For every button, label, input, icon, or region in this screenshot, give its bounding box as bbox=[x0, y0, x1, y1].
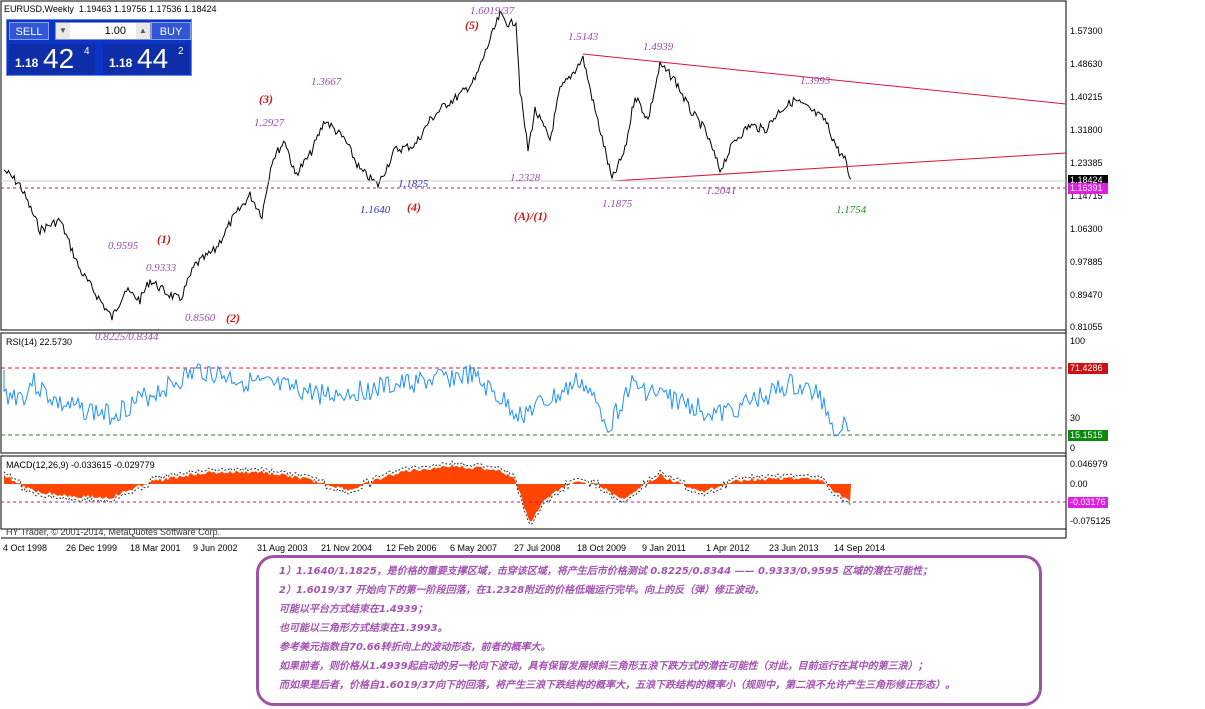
wave-label: (4) bbox=[407, 200, 421, 214]
price-tick: 1.06300 bbox=[1070, 224, 1103, 234]
price-label: 0.8225/0.8344 bbox=[95, 331, 159, 343]
time-tick: 6 May 2007 bbox=[450, 543, 498, 553]
time-tick: 31 Aug 2003 bbox=[257, 543, 308, 553]
time-tick: 14 Sep 2014 bbox=[834, 543, 886, 553]
rsi-title: RSI(14) 22.5730 bbox=[6, 337, 73, 347]
price-label: 0.9333 bbox=[146, 262, 177, 274]
macd-tag: -0.03176 bbox=[1068, 497, 1108, 508]
quantity-input[interactable]: ▼ 1.00 ▲ bbox=[55, 22, 151, 40]
price-label: 1.3993 bbox=[800, 75, 831, 87]
price-label: 1.5143 bbox=[568, 31, 599, 43]
chart-title: EURUSD,Weekly 1.19463 1.19756 1.17536 1.… bbox=[4, 4, 217, 14]
quantity-value: 1.00 bbox=[104, 25, 126, 37]
chart-window[interactable]: EURUSD,Weekly 1.19463 1.19756 1.17536 1.… bbox=[0, 0, 1205, 555]
wave-label: (1) bbox=[157, 232, 171, 246]
buy-price-prefix: 1.18 bbox=[109, 56, 133, 70]
time-tick: 23 Jun 2013 bbox=[769, 543, 819, 553]
note-line: 2）1.6019/37 开始向下的第一阶段回落，在1.2328附近的价格低端运行… bbox=[279, 585, 765, 596]
sell-button[interactable]: SELL bbox=[9, 22, 49, 40]
price-tick: 1.31800 bbox=[1070, 125, 1103, 135]
time-tick: 18 Mar 2001 bbox=[130, 543, 181, 553]
analysis-note-box: 1）1.1640/1.1825，是价格的重要支撑区域，击穿该区域，将产生后市价格… bbox=[256, 555, 1042, 706]
current-price-tag: 1.18424 bbox=[1068, 175, 1108, 186]
increase-arrow-icon[interactable]: ▲ bbox=[136, 23, 150, 39]
price-label: 1.3667 bbox=[311, 76, 342, 88]
level-price-tag: 1.16391 bbox=[1068, 183, 1108, 194]
time-tick: 21 Nov 2004 bbox=[321, 543, 373, 553]
price-label: 1.2041 bbox=[706, 185, 737, 197]
price-label: 1.1640 bbox=[360, 204, 391, 216]
macd-title: MACD(12,26,9) -0.033615 -0.029779 bbox=[6, 460, 155, 470]
note-line: 1）1.1640/1.1825，是价格的重要支撑区域，击穿该区域，将产生后市价格… bbox=[279, 566, 933, 577]
macd-tick: 0.00 bbox=[1070, 479, 1088, 489]
macd-tick: -0.075125 bbox=[1070, 516, 1111, 526]
macd-signal-line bbox=[3, 460, 851, 525]
note-line: 参考美元指数自70.66转折向上的波动形态，前者的概率大。 bbox=[279, 642, 551, 653]
rsi-series bbox=[3, 363, 851, 437]
decrease-arrow-icon[interactable]: ▼ bbox=[56, 23, 70, 39]
chart-canvas[interactable] bbox=[0, 0, 1205, 555]
price-tick: 1.14715 bbox=[1070, 191, 1103, 201]
price-label: 1.4939 bbox=[643, 41, 674, 53]
note-line: 可能以平台方式结束在1.4939； bbox=[279, 604, 428, 615]
note-line: 如果前者，则价格从1.4939起启动的另一轮向下波动，具有保留发展倾斜三角形五浪… bbox=[279, 661, 928, 672]
price-label: 1.1825 bbox=[398, 178, 429, 190]
time-tick: 9 Jan 2011 bbox=[642, 543, 686, 553]
time-tick: 12 Feb 2006 bbox=[386, 543, 437, 553]
price-label: 1.1875 bbox=[602, 198, 633, 210]
price-tick: 1.23385 bbox=[1070, 158, 1103, 168]
rsi-tick: 100 bbox=[1070, 336, 1086, 346]
one-click-trading-panel: SELL ▼ 1.00 ▲ BUY 1.18 42 4 1.18 44 2 bbox=[6, 19, 192, 76]
note-line: 而如果是后者，价格自1.6019/37向下的回落，将产生三浪下跌结构的概率大，五… bbox=[279, 680, 956, 691]
price-label: 1.2328 bbox=[510, 172, 541, 184]
rsi-tick: 0 bbox=[1070, 443, 1076, 453]
ohlc-values: 1.19463 1.19756 1.17536 1.18424 bbox=[78, 4, 217, 14]
rsi-lower-tag: 15.1515 bbox=[1068, 430, 1108, 441]
time-tick: 4 Oct 1998 bbox=[3, 543, 48, 553]
price-series bbox=[3, 10, 852, 321]
time-tick: 18 Oct 2009 bbox=[577, 543, 627, 553]
triangle-upper-trendline bbox=[582, 53, 1067, 105]
time-tick: 9 Jun 2002 bbox=[193, 543, 238, 553]
time-tick: 26 Dec 1999 bbox=[66, 543, 118, 553]
note-line: 也可能以三角形方式结束在1.3993。 bbox=[279, 623, 448, 634]
sell-price-prefix: 1.18 bbox=[15, 56, 39, 70]
rsi-upper-tag: 71.4286 bbox=[1068, 363, 1108, 374]
time-tick: 27 Jul 2008 bbox=[514, 543, 561, 553]
wave-label: (A)/(1) bbox=[514, 209, 548, 223]
macd-tick: 0.046979 bbox=[1070, 459, 1108, 469]
sell-price-big: 42 bbox=[43, 43, 75, 74]
time-tick: 1 Apr 2012 bbox=[706, 543, 750, 553]
price-tick: 0.97885 bbox=[1070, 257, 1103, 267]
sell-price[interactable]: 1.18 42 4 bbox=[9, 44, 95, 74]
price-tick: 1.57300 bbox=[1070, 26, 1103, 36]
triangle-lower-trendline bbox=[611, 152, 1067, 182]
price-label: 1.6019/37 bbox=[470, 5, 515, 17]
symbol-title: EURUSD,Weekly bbox=[4, 4, 74, 14]
price-label: 1.2927 bbox=[254, 117, 285, 129]
sell-price-pip: 4 bbox=[84, 46, 90, 57]
wave-label: (3) bbox=[259, 92, 273, 106]
buy-button[interactable]: BUY bbox=[151, 22, 191, 40]
price-label: 0.8560 bbox=[185, 312, 216, 324]
price-label: 1.1754 bbox=[836, 204, 867, 216]
buy-price-big: 44 bbox=[137, 43, 169, 74]
wave-label: (2) bbox=[226, 311, 240, 325]
macd-histogram bbox=[4, 464, 851, 522]
copyright-text: HY Trader, © 2001-2014, MetaQuotes Softw… bbox=[6, 527, 221, 537]
buy-price[interactable]: 1.18 44 2 bbox=[103, 44, 189, 74]
rsi-tick: 30 bbox=[1070, 413, 1081, 423]
buy-price-pip: 2 bbox=[178, 46, 184, 57]
price-tick: 0.81055 bbox=[1070, 322, 1103, 332]
price-tick: 0.89470 bbox=[1070, 290, 1103, 300]
wave-label: (5) bbox=[465, 18, 479, 32]
price-label: 0.9595 bbox=[108, 240, 139, 252]
price-tick: 1.48630 bbox=[1070, 59, 1103, 69]
price-tick: 1.40215 bbox=[1070, 92, 1103, 102]
